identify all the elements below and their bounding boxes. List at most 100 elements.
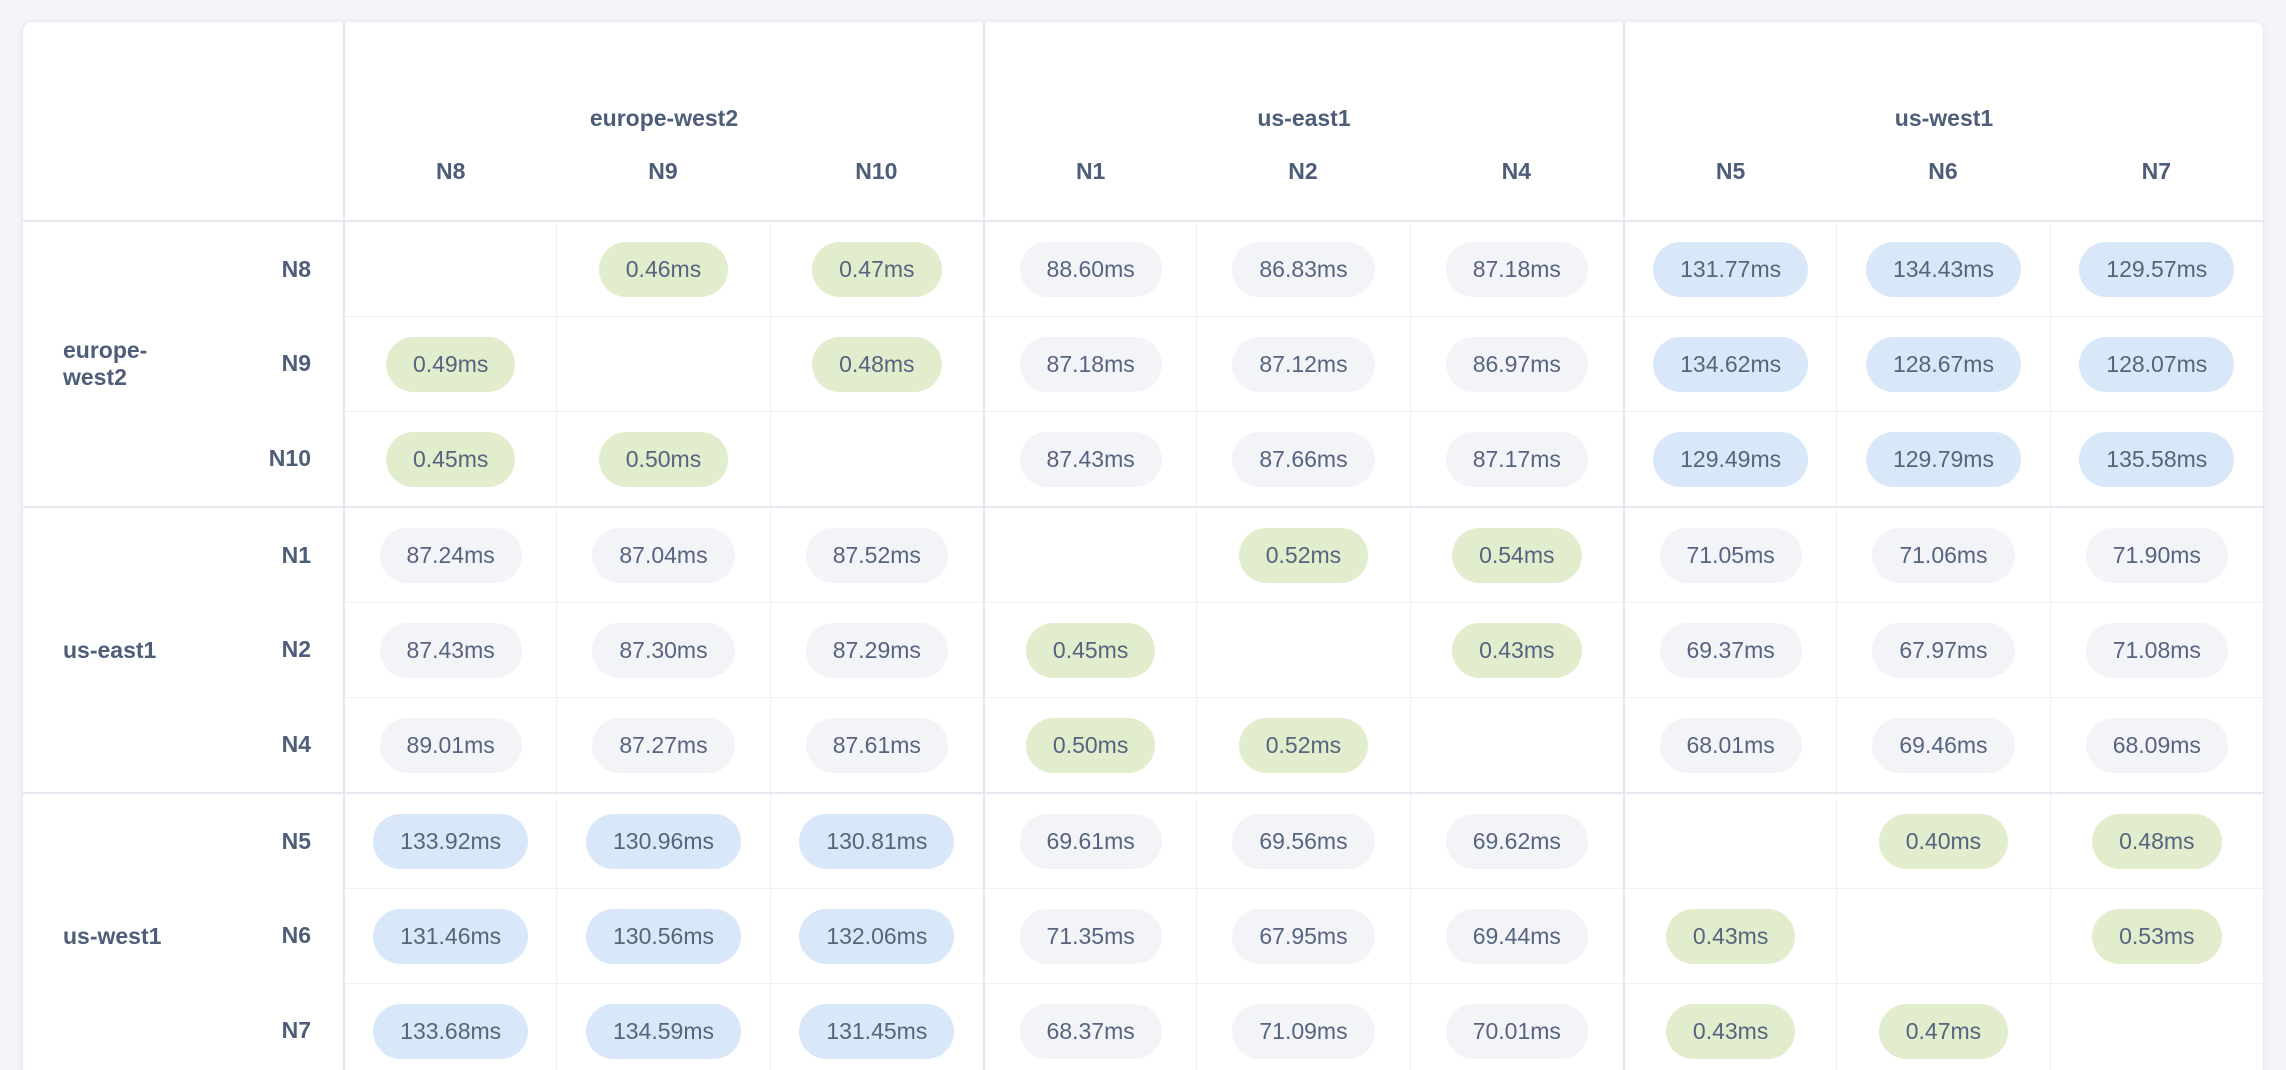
latency-pill-high: 128.07ms (2079, 336, 2235, 392)
latency-cell: 135.58ms (2049, 411, 2263, 506)
latency-pill-mid: 87.24ms (379, 527, 522, 583)
latency-cell: 87.12ms (1196, 316, 1410, 411)
latency-pill-high: 134.62ms (1653, 336, 1809, 392)
matrix-corner-cell (23, 22, 343, 222)
col-group-label-europe-west2: europe-west2 (343, 22, 983, 150)
latency-cell: 87.43ms (343, 602, 557, 697)
matrix-body: europe-west2 N8 0.46ms 0.47ms 88.60ms 86.83ms… (23, 222, 2263, 1070)
latency-pill-mid: 69.37ms (1659, 622, 1802, 678)
latency-pill-mid: 69.61ms (1019, 813, 1162, 869)
col-header-N2: N2 (1196, 150, 1410, 222)
latency-cell: 69.61ms (982, 792, 1197, 888)
latency-cell: 87.43ms (982, 411, 1197, 506)
col-header-N1: N1 (982, 150, 1197, 222)
latency-pill-low: 0.49ms (385, 336, 516, 392)
latency-cell: 130.56ms (556, 888, 770, 983)
latency-pill-high: 128.67ms (1865, 336, 2021, 392)
latency-pill-low: 0.53ms (2092, 908, 2222, 964)
latency-pill-low: 0.52ms (1238, 527, 1369, 583)
latency-pill-high: 131.45ms (799, 1003, 955, 1059)
latency-pill-mid: 87.61ms (805, 717, 948, 773)
latency-cell: 67.95ms (1196, 888, 1410, 983)
matrix-row-N10: N10 0.45ms 0.50ms 87.43ms 87.66ms 87.17ms 129.… (23, 411, 2263, 506)
matrix-row-N9: N9 0.49ms 0.48ms 87.18ms 87.12ms 86.97ms 134.6… (23, 316, 2263, 411)
latency-pill-mid: 68.37ms (1019, 1003, 1162, 1059)
latency-pill-mid: 71.05ms (1659, 527, 1802, 583)
latency-cell: 87.18ms (982, 316, 1197, 411)
row-header-N9: N9 (205, 316, 343, 411)
latency-cell-self (1409, 697, 1623, 792)
col-header-N8: N8 (343, 150, 557, 222)
latency-pill-mid: 69.56ms (1232, 813, 1375, 869)
matrix-row-N5: us-west1 N5 133.92ms 130.96ms 130.81ms 69.61m… (23, 792, 2263, 1070)
latency-pill-low: 0.43ms (1665, 1003, 1796, 1059)
latency-cell: 132.06ms (769, 888, 983, 983)
latency-pill-mid: 88.60ms (1019, 241, 1162, 297)
col-header-N4: N4 (1409, 150, 1623, 222)
latency-cell: 130.81ms (769, 792, 983, 888)
latency-cell: 134.43ms (1836, 222, 2050, 316)
col-header-N9: N9 (556, 150, 770, 222)
col-header-N10: N10 (769, 150, 983, 222)
latency-cell: 131.46ms (343, 888, 557, 983)
latency-cell: 68.01ms (1622, 697, 1837, 792)
latency-cell: 67.97ms (1836, 602, 2050, 697)
row-group-label-europe-west2: europe-west2 (23, 222, 205, 506)
latency-pill-high: 130.81ms (799, 813, 955, 869)
matrix-row-N6: N6 131.46ms 130.56ms 132.06ms 71.35ms 67.95ms… (23, 888, 2263, 983)
latency-pill-mid: 70.01ms (1445, 1003, 1588, 1059)
latency-pill-low: 0.50ms (598, 431, 729, 487)
latency-cell-self (769, 411, 983, 506)
latency-cell: 89.01ms (343, 697, 557, 792)
latency-cell: 0.50ms (982, 697, 1197, 792)
matrix-row-N8: europe-west2 N8 0.46ms 0.47ms 88.60ms 86.83ms… (23, 222, 2263, 506)
latency-cell-self (982, 506, 1197, 602)
latency-cell-self (1836, 888, 2050, 983)
latency-pill-mid: 67.95ms (1232, 908, 1375, 964)
latency-pill-high: 134.43ms (1865, 241, 2021, 297)
latency-cell: 131.45ms (769, 983, 983, 1070)
latency-pill-mid: 71.35ms (1019, 908, 1162, 964)
latency-cell: 0.43ms (1622, 888, 1837, 983)
col-group-label-us-west1: us-west1 (1622, 22, 2263, 150)
latency-cell: 69.62ms (1409, 792, 1623, 888)
latency-pill-low: 0.43ms (1665, 908, 1796, 964)
latency-pill-mid: 87.04ms (592, 527, 735, 583)
latency-pill-mid: 87.52ms (805, 527, 948, 583)
latency-matrix-card: europe-west2 us-east1 us-west1 N8 N9 N10 N1 N2 N… (22, 21, 2264, 1070)
latency-cell: 87.24ms (343, 506, 557, 602)
latency-cell-self (1196, 602, 1410, 697)
latency-cell: 134.59ms (556, 983, 770, 1070)
col-header-N5: N5 (1622, 150, 1837, 222)
latency-pill-high: 134.59ms (585, 1003, 741, 1059)
latency-pill-low: 0.48ms (812, 336, 942, 392)
row-group-label-us-east1: us-east1 (23, 506, 205, 792)
latency-cell: 0.53ms (2049, 888, 2263, 983)
latency-cell: 87.66ms (1196, 411, 1410, 506)
col-group-label-us-east1: us-east1 (982, 22, 1623, 150)
latency-pill-mid: 86.83ms (1232, 241, 1375, 297)
latency-cell: 134.62ms (1622, 316, 1837, 411)
latency-cell: 0.52ms (1196, 506, 1410, 602)
latency-cell: 128.07ms (2049, 316, 2263, 411)
latency-pill-low: 0.43ms (1452, 622, 1582, 678)
latency-cell: 69.56ms (1196, 792, 1410, 888)
latency-cell: 129.49ms (1622, 411, 1837, 506)
latency-cell: 0.47ms (1836, 983, 2050, 1070)
matrix-row-N1: us-east1 N1 87.24ms 87.04ms 87.52ms 0.52ms 0.5… (23, 506, 2263, 792)
latency-cell: 71.06ms (1836, 506, 2050, 602)
latency-cell: 71.90ms (2049, 506, 2263, 602)
latency-cell: 0.43ms (1409, 602, 1623, 697)
latency-pill-mid: 89.01ms (379, 717, 522, 773)
latency-pill-high: 133.68ms (373, 1003, 529, 1059)
latency-cell: 87.04ms (556, 506, 770, 602)
latency-cell: 87.52ms (769, 506, 983, 602)
matrix-row-N7: N7 133.68ms 134.59ms 131.45ms 68.37ms 71.09ms… (23, 983, 2263, 1070)
latency-pill-low: 0.54ms (1452, 527, 1582, 583)
latency-cell: 71.05ms (1622, 506, 1837, 602)
latency-pill-high: 130.96ms (585, 813, 741, 869)
latency-cell: 131.77ms (1622, 222, 1837, 316)
latency-cell: 70.01ms (1409, 983, 1623, 1070)
col-header-N6: N6 (1836, 150, 2050, 222)
latency-pill-high: 129.49ms (1653, 431, 1809, 487)
